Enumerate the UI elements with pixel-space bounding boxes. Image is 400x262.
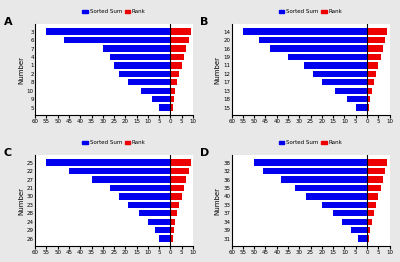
- Bar: [118, 193, 170, 200]
- Y-axis label: Number: Number: [214, 56, 220, 84]
- Bar: [103, 45, 170, 52]
- Bar: [367, 88, 372, 94]
- Bar: [313, 71, 367, 77]
- Bar: [170, 37, 188, 43]
- Bar: [128, 202, 170, 208]
- Text: D: D: [200, 148, 209, 158]
- Legend: Sorted Sum, Rank: Sorted Sum, Rank: [277, 7, 344, 17]
- Bar: [259, 37, 367, 43]
- Text: B: B: [200, 17, 208, 27]
- Bar: [270, 45, 367, 52]
- Bar: [170, 210, 177, 216]
- Bar: [92, 176, 170, 183]
- Bar: [139, 210, 170, 216]
- Bar: [367, 62, 378, 69]
- Bar: [367, 202, 376, 208]
- Bar: [159, 105, 170, 111]
- Bar: [243, 29, 367, 35]
- Bar: [170, 88, 175, 94]
- Y-axis label: Number: Number: [18, 56, 24, 84]
- Bar: [367, 168, 385, 174]
- Bar: [155, 227, 170, 233]
- Bar: [170, 185, 184, 191]
- Bar: [322, 202, 367, 208]
- Bar: [110, 185, 170, 191]
- Text: A: A: [4, 17, 12, 27]
- Bar: [342, 219, 367, 225]
- Bar: [367, 193, 378, 200]
- Bar: [170, 96, 174, 102]
- Bar: [358, 236, 367, 242]
- Bar: [170, 105, 173, 111]
- Bar: [295, 185, 367, 191]
- Bar: [170, 176, 186, 183]
- Y-axis label: Number: Number: [18, 187, 24, 215]
- Bar: [351, 227, 367, 233]
- Bar: [170, 29, 191, 35]
- Bar: [110, 54, 170, 60]
- Bar: [336, 88, 367, 94]
- Bar: [367, 79, 374, 85]
- Bar: [64, 37, 170, 43]
- Bar: [46, 29, 170, 35]
- Bar: [322, 79, 367, 85]
- Bar: [333, 210, 367, 216]
- Bar: [367, 210, 374, 216]
- Legend: Sorted Sum, Rank: Sorted Sum, Rank: [277, 138, 344, 148]
- Bar: [367, 176, 383, 183]
- Bar: [170, 62, 182, 69]
- Bar: [152, 96, 170, 102]
- Legend: Sorted Sum, Rank: Sorted Sum, Rank: [80, 138, 148, 148]
- Bar: [367, 227, 370, 233]
- Bar: [367, 105, 369, 111]
- Bar: [347, 96, 367, 102]
- Bar: [170, 168, 188, 174]
- Bar: [141, 88, 170, 94]
- Bar: [367, 37, 385, 43]
- Bar: [114, 62, 170, 69]
- Bar: [170, 79, 177, 85]
- Bar: [170, 202, 180, 208]
- Bar: [118, 71, 170, 77]
- Bar: [367, 185, 380, 191]
- Bar: [367, 71, 376, 77]
- Bar: [367, 236, 369, 242]
- Bar: [170, 54, 184, 60]
- Bar: [170, 45, 186, 52]
- Bar: [170, 71, 180, 77]
- Bar: [367, 96, 370, 102]
- Bar: [367, 160, 387, 166]
- Bar: [159, 236, 170, 242]
- Bar: [281, 176, 367, 183]
- Text: C: C: [4, 148, 12, 158]
- Bar: [304, 62, 367, 69]
- Bar: [170, 236, 173, 242]
- Bar: [263, 168, 367, 174]
- Bar: [288, 54, 367, 60]
- Legend: Sorted Sum, Rank: Sorted Sum, Rank: [80, 7, 148, 17]
- Bar: [69, 168, 170, 174]
- Bar: [170, 227, 174, 233]
- Bar: [254, 160, 367, 166]
- Bar: [367, 54, 380, 60]
- Y-axis label: Number: Number: [214, 187, 220, 215]
- Bar: [367, 219, 372, 225]
- Bar: [170, 193, 182, 200]
- Bar: [367, 45, 383, 52]
- Bar: [367, 29, 387, 35]
- Bar: [356, 105, 367, 111]
- Bar: [170, 219, 175, 225]
- Bar: [128, 79, 170, 85]
- Bar: [148, 219, 170, 225]
- Bar: [306, 193, 367, 200]
- Bar: [170, 160, 191, 166]
- Bar: [46, 160, 170, 166]
